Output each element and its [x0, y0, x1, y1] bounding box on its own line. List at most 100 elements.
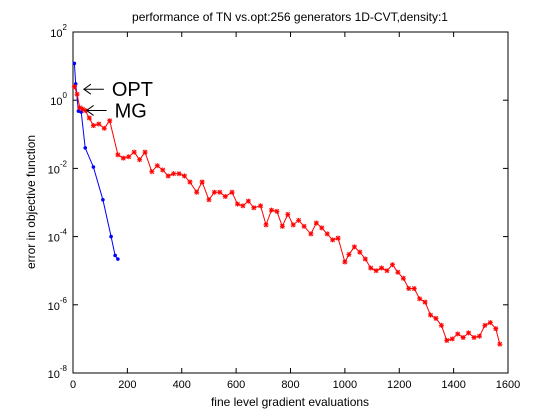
y-tick-base: 10 — [50, 96, 62, 108]
data-point — [324, 231, 330, 237]
data-point — [395, 269, 401, 275]
data-point — [279, 223, 285, 229]
y-tick-label: 102 — [50, 23, 67, 40]
y-tick-exponent: -6 — [60, 296, 68, 305]
data-point — [72, 61, 77, 66]
data-point — [71, 84, 77, 90]
data-point — [417, 296, 423, 302]
left-arrow-icon — [83, 83, 92, 95]
data-point — [487, 320, 493, 326]
data-point — [471, 334, 477, 340]
x-tick-label: 400 — [173, 379, 191, 391]
data-point — [101, 125, 107, 131]
data-point — [116, 257, 120, 261]
x-tick-label: 1200 — [387, 379, 411, 391]
data-point — [428, 312, 434, 318]
data-point — [217, 189, 223, 195]
annotation-label: MG — [115, 100, 147, 122]
data-point — [362, 256, 368, 262]
x-tick-label: 800 — [281, 379, 299, 391]
data-point — [101, 197, 105, 202]
data-point — [296, 217, 302, 223]
data-point — [351, 244, 357, 250]
data-point — [96, 121, 102, 127]
data-point — [181, 173, 187, 179]
data-point — [476, 333, 482, 339]
data-point — [86, 115, 92, 121]
data-point — [240, 203, 246, 209]
data-point — [160, 167, 166, 173]
data-point — [120, 155, 126, 161]
data-point — [379, 265, 385, 271]
data-point — [313, 220, 319, 226]
annotation-label: OPT — [112, 79, 153, 101]
data-point — [460, 334, 466, 340]
y-tick-exponent: 2 — [63, 23, 68, 32]
data-point — [285, 211, 291, 217]
y-tick-label: 10-8 — [48, 364, 68, 381]
data-point — [107, 118, 113, 124]
data-point — [411, 286, 417, 292]
x-tick-label: 0 — [70, 379, 76, 391]
y-tick-label: 10-2 — [48, 159, 68, 176]
y-tick-label: 10-6 — [48, 296, 68, 313]
y-tick-exponent: -4 — [60, 228, 68, 237]
data-point — [199, 179, 205, 185]
data-point — [149, 169, 155, 175]
data-point — [137, 157, 143, 163]
x-axis: 0 200 400 600 800 1000 1200 1400 1600 — [70, 32, 520, 391]
series-layer — [71, 61, 503, 347]
data-point — [335, 235, 341, 241]
x-tick-label: 1400 — [441, 379, 465, 391]
data-point — [171, 171, 177, 177]
data-point — [493, 326, 499, 332]
y-tick-exponent: -2 — [60, 159, 68, 168]
data-point — [154, 163, 160, 169]
x-tick-label: 1000 — [333, 379, 357, 391]
data-point — [466, 330, 472, 336]
data-point — [389, 262, 395, 268]
data-point — [274, 208, 280, 214]
data-point — [497, 341, 503, 347]
x-tick-label: 200 — [118, 379, 136, 391]
data-point — [74, 91, 80, 97]
data-point — [433, 315, 439, 321]
y-tick-base: 10 — [48, 369, 60, 381]
data-point — [455, 331, 461, 337]
data-point — [482, 322, 488, 328]
series-line-0 — [73, 63, 119, 260]
data-point — [330, 237, 336, 243]
data-point — [222, 193, 228, 199]
data-point — [131, 149, 137, 155]
data-point — [211, 189, 217, 195]
annotation-mg: MG — [85, 100, 147, 122]
x-tick-label: 600 — [227, 379, 245, 391]
data-point — [176, 171, 182, 177]
data-point — [206, 197, 212, 203]
left-arrow-icon — [85, 105, 94, 116]
y-axis-label: error in objective function — [24, 135, 38, 269]
data-point — [83, 146, 88, 150]
y-tick-label: 10-4 — [48, 228, 68, 245]
data-point — [90, 123, 96, 129]
y-tick-exponent: -8 — [60, 364, 68, 373]
data-point — [258, 203, 264, 209]
data-point — [126, 154, 132, 160]
data-point — [229, 189, 235, 195]
x-tick-label: 1600 — [496, 379, 520, 391]
y-tick-base: 10 — [50, 28, 62, 40]
data-point — [187, 179, 193, 185]
y-tick-base: 10 — [48, 233, 60, 245]
data-point — [109, 234, 113, 239]
data-point — [449, 336, 455, 342]
data-point — [268, 207, 274, 213]
data-point — [115, 152, 121, 158]
data-point — [194, 189, 200, 195]
data-point — [400, 275, 406, 281]
annotation-opt: OPT — [83, 79, 153, 101]
y-tick-label: 100 — [50, 91, 67, 108]
y-tick-base: 10 — [48, 301, 60, 313]
data-point — [165, 173, 171, 179]
